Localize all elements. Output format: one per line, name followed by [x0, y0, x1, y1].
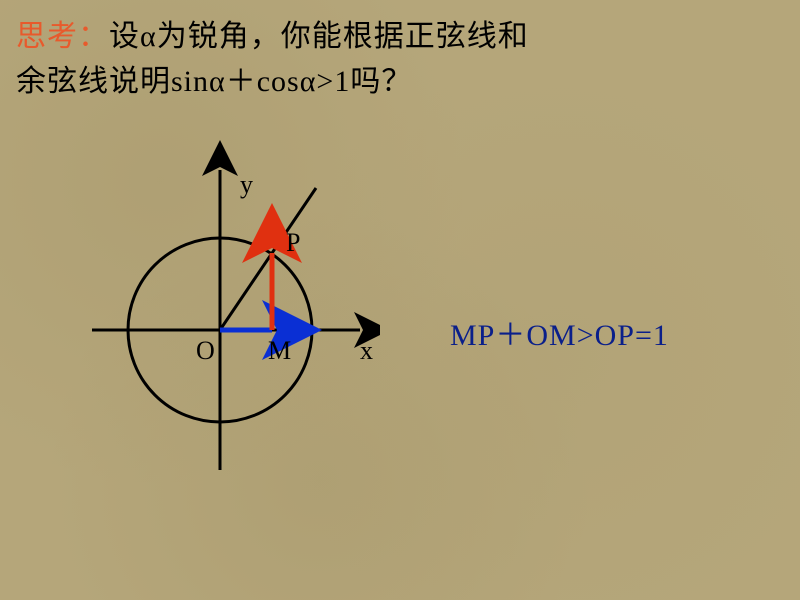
- equation-text: MP＋OM>OP=1: [450, 310, 669, 354]
- diagram-svg: [60, 140, 380, 500]
- unit-circle-diagram: y x O M P: [60, 140, 380, 500]
- label-x: x: [360, 336, 373, 366]
- label-origin: O: [196, 336, 215, 366]
- terminal-ray: [220, 188, 316, 330]
- question-prefix: 思考：: [16, 20, 109, 53]
- question-text: 思考：设α为锐角，你能根据正弦线和 余弦线说明sinα＋cosα>1吗？: [16, 14, 780, 104]
- question-line2: 余弦线说明sinα＋cosα>1吗？: [16, 65, 412, 98]
- question-line1: 设α为锐角，你能根据正弦线和: [109, 20, 529, 53]
- label-p: P: [286, 228, 300, 258]
- label-y: y: [240, 170, 253, 200]
- label-m: M: [268, 336, 291, 366]
